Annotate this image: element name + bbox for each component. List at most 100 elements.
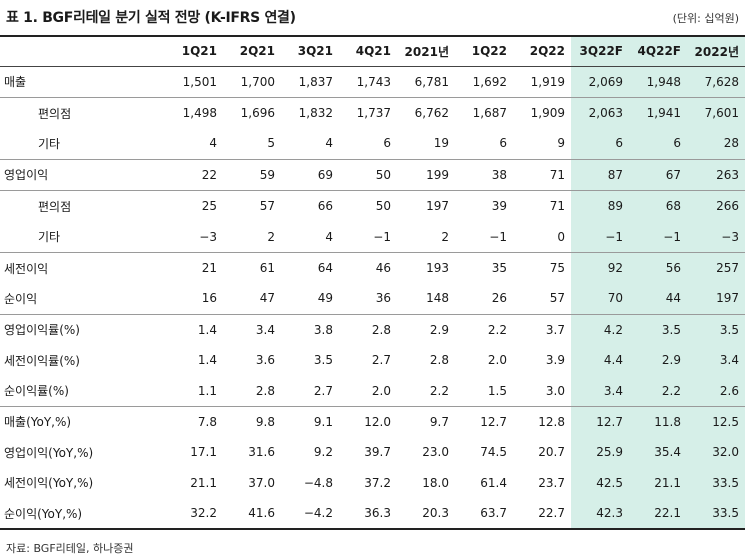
table-cell: 71 — [513, 190, 571, 222]
table-cell: 1,743 — [339, 65, 397, 98]
table-cell: 2.7 — [313, 383, 333, 398]
table-row: 매출 1,501 1,700 1,837 1,743 6,781 1,692 1,919 2,0… — [0, 65, 745, 98]
table-title: 표 1. BGF리테일 분기 실적 전망 (K-IFRS 연결) — [6, 10, 296, 26]
table-cell: 3.5 — [687, 313, 745, 346]
table-cell: 2.6 — [687, 375, 745, 407]
row-label: 영업이익(YoY,%) — [4, 445, 94, 460]
table-row: 세전이익 21 61 64 46 193 35 75 92 56 257 — [0, 251, 745, 284]
table-cell: 57 — [549, 291, 565, 306]
column-header: 2021년 — [397, 35, 455, 67]
table-cell: 67 — [629, 158, 687, 191]
table-cell: 4 — [325, 229, 333, 244]
row-label: 매출 — [0, 65, 165, 98]
table-cell: 7,628 — [687, 65, 745, 98]
table-cell: 12.7 — [571, 405, 629, 438]
table-cell: −1 — [629, 221, 687, 253]
table-cell: 32.0 — [687, 437, 745, 468]
table-row: 순이익률(%) 1.1 2.8 2.7 2.0 2.2 1.5 3.0 3.4 2.2 2.6 — [0, 375, 745, 407]
table-row: 영업이익(YoY,%) 17.1 31.6 9.2 39.7 23.0 74.5 20.7 25… — [0, 437, 745, 468]
table-cell: 59 — [223, 158, 281, 191]
table-cell: 2.0 — [487, 353, 507, 368]
row-label: 기타 — [38, 136, 61, 151]
table-cell: 23.0 — [422, 445, 449, 460]
row-label: 기타 — [38, 230, 61, 245]
table-cell: 28 — [687, 128, 745, 160]
table-cell: 6 — [499, 136, 507, 151]
table-cell: 2.2 — [629, 375, 687, 407]
table-cell: −1 — [373, 229, 391, 244]
table-cell: 68 — [629, 190, 687, 222]
table-row: 순이익(YoY,%) 32.2 41.6 −4.2 36.3 20.3 63.7 22.7 42… — [0, 497, 745, 531]
table-cell: 25.9 — [571, 437, 629, 468]
row-label: 세전이익(YoY,%) — [4, 476, 94, 491]
table-cell: 148 — [426, 291, 449, 306]
table-cell: 7.8 — [165, 405, 223, 438]
row-label: 매출(YoY,%) — [0, 405, 165, 438]
table-cell: 46 — [339, 251, 397, 284]
table-cell: 33.5 — [687, 467, 745, 498]
row-label: 순이익(YoY,%) — [0, 497, 165, 531]
table-cell: 6 — [571, 128, 629, 160]
table-cell: 2.2 — [455, 313, 513, 346]
table-cell: 42.5 — [571, 467, 629, 498]
table-cell: 66 — [281, 190, 339, 222]
table-cell: 87 — [571, 158, 629, 191]
table-cell: 197 — [397, 190, 455, 222]
table-cell: 44 — [629, 283, 687, 315]
table-cell: 11.8 — [629, 405, 687, 438]
table-cell: 2.8 — [429, 353, 449, 368]
table-cell: 1,498 — [165, 96, 223, 129]
table-cell: 4.4 — [571, 345, 629, 376]
table-cell: 36.3 — [339, 497, 397, 531]
table-cell: 64 — [281, 251, 339, 284]
table-row: 영업이익 22 59 69 50 199 38 71 87 67 263 — [0, 158, 745, 191]
table-cell: 39 — [455, 190, 513, 222]
table-cell: 12.0 — [339, 405, 397, 438]
table-cell: 1,919 — [513, 65, 571, 98]
table-cell: 1,687 — [455, 96, 513, 129]
table-cell: 6 — [383, 136, 391, 151]
table-cell: 21.1 — [629, 467, 687, 498]
table-cell: 41.6 — [223, 497, 281, 531]
column-header: 4Q22F — [629, 35, 687, 67]
table-cell: 42.3 — [571, 497, 629, 531]
table-cell: 21.1 — [190, 475, 217, 490]
table-cell: 23.7 — [538, 475, 565, 490]
table-cell: 75 — [513, 251, 571, 284]
table-cell: 56 — [629, 251, 687, 284]
table-cell: 1.4 — [165, 313, 223, 346]
earnings-table: 1Q21 2Q21 3Q21 4Q21 2021년 1Q22 2Q22 3Q22F 4Q22F 2… — [0, 35, 745, 531]
column-header: 3Q22F — [571, 35, 629, 67]
table-cell: 3.8 — [281, 313, 339, 346]
table-cell: 9.2 — [313, 445, 333, 460]
table-cell: 1,948 — [629, 65, 687, 98]
table-body: 매출 1,501 1,700 1,837 1,743 6,781 1,692 1,919 2,0… — [0, 65, 745, 531]
table-row: 세전이익률(%) 1.4 3.6 3.5 2.7 2.8 2.0 3.9 4.4 2.9 3.4 — [0, 345, 745, 376]
table-cell: 257 — [687, 251, 745, 284]
table-cell: 263 — [687, 158, 745, 191]
table-cell: 57 — [223, 190, 281, 222]
table-cell: 20.7 — [538, 445, 565, 460]
table-cell: 12.8 — [513, 405, 571, 438]
table-cell: 6,781 — [397, 65, 455, 98]
row-label: 순이익률(%) — [4, 384, 69, 399]
table-row: 기타 4 5 4 6 19 6 9 6 6 28 — [0, 128, 745, 160]
row-label: 순이익 — [4, 291, 38, 306]
column-header: 2Q22 — [513, 35, 571, 67]
table-cell: 31.6 — [248, 445, 275, 460]
table-cell: 3.4 — [687, 345, 745, 376]
table-cell: 3.7 — [513, 313, 571, 346]
table-cell: 21 — [165, 251, 223, 284]
table-cell: −3 — [687, 221, 745, 253]
table-cell: 7,601 — [687, 96, 745, 129]
table-cell: 1,909 — [513, 96, 571, 129]
table-cell: 74.5 — [480, 445, 507, 460]
table-cell: 193 — [397, 251, 455, 284]
table-cell: 199 — [397, 158, 455, 191]
table-cell: 26 — [491, 291, 507, 306]
table-cell: 9.1 — [281, 405, 339, 438]
table-cell: 61.4 — [480, 475, 507, 490]
table-cell: 25 — [165, 190, 223, 222]
table-cell: 0 — [557, 229, 565, 244]
table-cell: 37.2 — [364, 475, 391, 490]
